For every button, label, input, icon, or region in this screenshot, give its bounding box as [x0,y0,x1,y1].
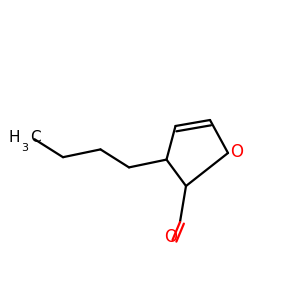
Text: H: H [9,130,20,146]
Text: O: O [230,143,244,161]
Text: C: C [30,130,40,146]
Text: 3: 3 [21,143,28,153]
Text: O: O [164,228,177,246]
